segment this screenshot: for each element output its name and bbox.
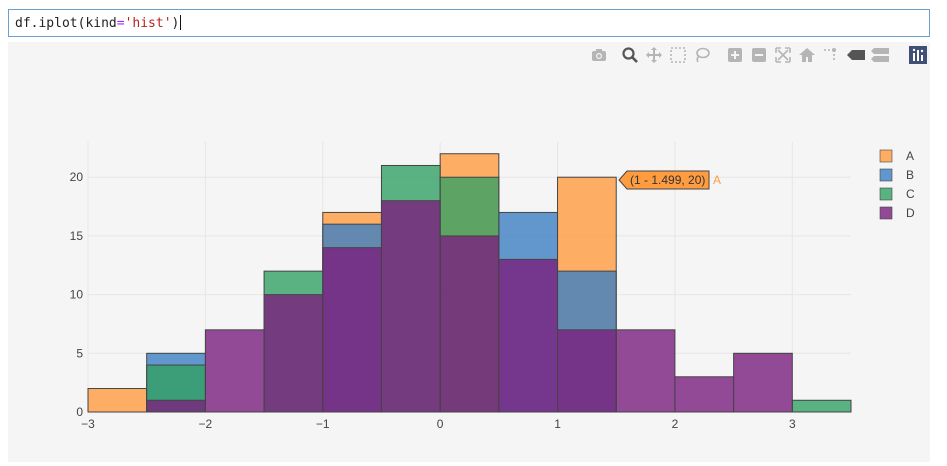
autoscale-icon[interactable] (774, 46, 792, 66)
bars-layer[interactable] (87, 153, 852, 413)
bar-A[interactable] (87, 388, 148, 413)
legend-swatch-D[interactable] (879, 206, 893, 220)
box-select-icon[interactable] (669, 46, 687, 66)
hover-compare-icon[interactable] (870, 46, 890, 66)
hover-closest-icon[interactable] (846, 46, 866, 66)
y-tick-label: 5 (76, 346, 83, 360)
code-close-paren: ) (171, 16, 180, 31)
camera-icon[interactable] (590, 46, 608, 66)
pan-icon[interactable] (645, 46, 663, 66)
lasso-icon[interactable] (693, 46, 711, 66)
bar-D[interactable] (263, 294, 324, 413)
legend-label-C[interactable]: C (906, 187, 915, 201)
x-tick-label: −1 (316, 417, 330, 431)
bar-D[interactable] (322, 247, 382, 413)
y-tick-label: 20 (70, 170, 84, 184)
legend-swatch-C[interactable] (879, 187, 893, 201)
tooltip-text: (1 - 1.499, 20) (630, 173, 705, 187)
code-text[interactable]: df.iplot(kind='hist') (15, 15, 182, 32)
zoom-out-icon[interactable] (750, 46, 768, 66)
legend-swatch-B[interactable] (879, 168, 893, 182)
y-tick-label: 10 (70, 288, 84, 302)
legend-label-A[interactable]: A (906, 149, 914, 163)
bar-D[interactable] (380, 200, 441, 413)
y-tick-label: 15 (70, 229, 84, 243)
bar-D[interactable] (146, 399, 206, 413)
x-tick-label: −3 (81, 417, 95, 431)
bar-D[interactable] (674, 376, 735, 413)
bar-D[interactable] (439, 235, 500, 413)
code-string: 'hist' (124, 16, 172, 31)
y-tick-label: 0 (76, 405, 83, 419)
x-tick-label: −2 (199, 417, 213, 431)
bar-D[interactable] (557, 329, 617, 413)
bar-D[interactable] (733, 352, 793, 413)
hover-tooltip: (1 - 1.499, 20) A (618, 170, 721, 190)
bar-D[interactable] (615, 329, 676, 413)
spike-lines-icon[interactable] (822, 46, 840, 66)
code-input-cell[interactable]: df.iplot(kind='hist') (8, 9, 930, 37)
zoom-in-icon[interactable] (726, 46, 744, 66)
tooltip-series: A (713, 173, 721, 187)
tick-layer: −3 −2 −1 0 1 2 3 0 5 10 15 20 (70, 170, 796, 431)
x-tick-label: 0 (437, 417, 444, 431)
legend-swatch-A[interactable] (879, 149, 893, 163)
code-equals: = (116, 16, 125, 31)
zoom-icon[interactable] (621, 46, 639, 66)
code-call: df.iplot(kind (15, 16, 117, 31)
plotly-logo-icon[interactable] (909, 46, 927, 66)
legend-label-B[interactable]: B (906, 168, 914, 182)
reset-axes-icon[interactable] (798, 46, 816, 66)
x-tick-label: 3 (789, 417, 796, 431)
bar-C[interactable] (791, 399, 852, 413)
bar-D[interactable] (498, 258, 559, 413)
text-cursor (180, 15, 182, 30)
bar-D[interactable] (204, 329, 265, 413)
legend-label-D[interactable]: D (906, 206, 915, 220)
x-tick-label: 1 (554, 417, 561, 431)
x-tick-label: 2 (672, 417, 679, 431)
